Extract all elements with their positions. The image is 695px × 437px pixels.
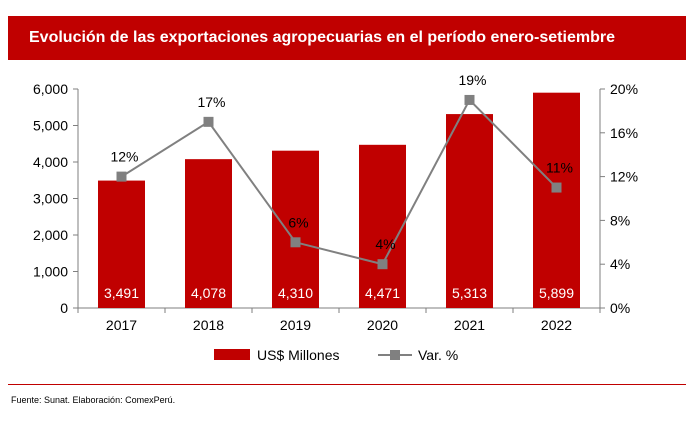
legend-line-label: Var. % <box>418 347 458 363</box>
var-value-label: 17% <box>197 94 225 110</box>
var-value-label: 19% <box>458 72 486 88</box>
y-left-tick-label: 1,000 <box>33 264 68 280</box>
var-marker-2019 <box>290 237 301 248</box>
bar-2018 <box>185 159 232 308</box>
var-marker-2022 <box>551 182 562 193</box>
x-tick-label: 2022 <box>541 317 572 333</box>
var-line <box>120 98 558 266</box>
y-right-tick-label: 8% <box>610 212 630 228</box>
var-marker-2017 <box>116 171 127 182</box>
x-tick-label: 2021 <box>454 317 485 333</box>
y-left-tick-label: 2,000 <box>33 227 68 243</box>
y-left-tick-label: 4,000 <box>33 154 68 170</box>
bar-2017 <box>98 180 145 308</box>
bar-2022 <box>533 92 580 309</box>
y-right-tick-label: 0% <box>610 300 630 316</box>
var-marker-2020 <box>377 259 388 270</box>
bar-2019 <box>272 150 319 308</box>
bar-value-label: 4,310 <box>278 285 313 301</box>
legend-bar-label: US$ Millones <box>257 347 339 363</box>
var-value-label: 6% <box>288 214 308 230</box>
x-tick-label: 2017 <box>106 317 137 333</box>
var-value-label: 11% <box>546 160 573 176</box>
var-marker-2018 <box>203 116 214 127</box>
y-left-tick-label: 6,000 <box>33 81 68 97</box>
source-divider <box>8 384 686 385</box>
var-value-label: 12% <box>110 149 138 165</box>
legend-bar-swatch <box>214 349 250 360</box>
chart-title: Evolución de las exportaciones agropecua… <box>8 16 686 60</box>
legend-line-marker <box>390 350 400 360</box>
y-right-tick-label: 16% <box>610 125 638 141</box>
source-note: Fuente: Sunat. Elaboración: ComexPerú. <box>11 395 176 405</box>
bar-2020 <box>359 144 406 308</box>
x-tick-label: 2018 <box>193 317 224 333</box>
y-left-tick-label: 0 <box>60 300 68 316</box>
bar-value-label: 5,899 <box>539 285 574 301</box>
y-right-tick-label: 20% <box>610 81 638 97</box>
x-tick-label: 2020 <box>367 317 398 333</box>
y-left-tick-label: 3,000 <box>33 191 68 207</box>
y-right-tick-label: 4% <box>610 256 630 272</box>
var-marker-2021 <box>464 94 475 105</box>
y-left-tick-label: 5,000 <box>33 118 68 134</box>
y-right-tick-label: 12% <box>610 169 638 185</box>
x-tick-label: 2019 <box>280 317 311 333</box>
var-value-label: 4% <box>375 236 395 252</box>
bar-value-label: 4,078 <box>191 285 226 301</box>
bar-value-label: 3,491 <box>104 285 139 301</box>
bar-2021 <box>446 114 493 308</box>
bar-value-label: 5,313 <box>452 285 487 301</box>
bar-value-label: 4,471 <box>365 285 400 301</box>
